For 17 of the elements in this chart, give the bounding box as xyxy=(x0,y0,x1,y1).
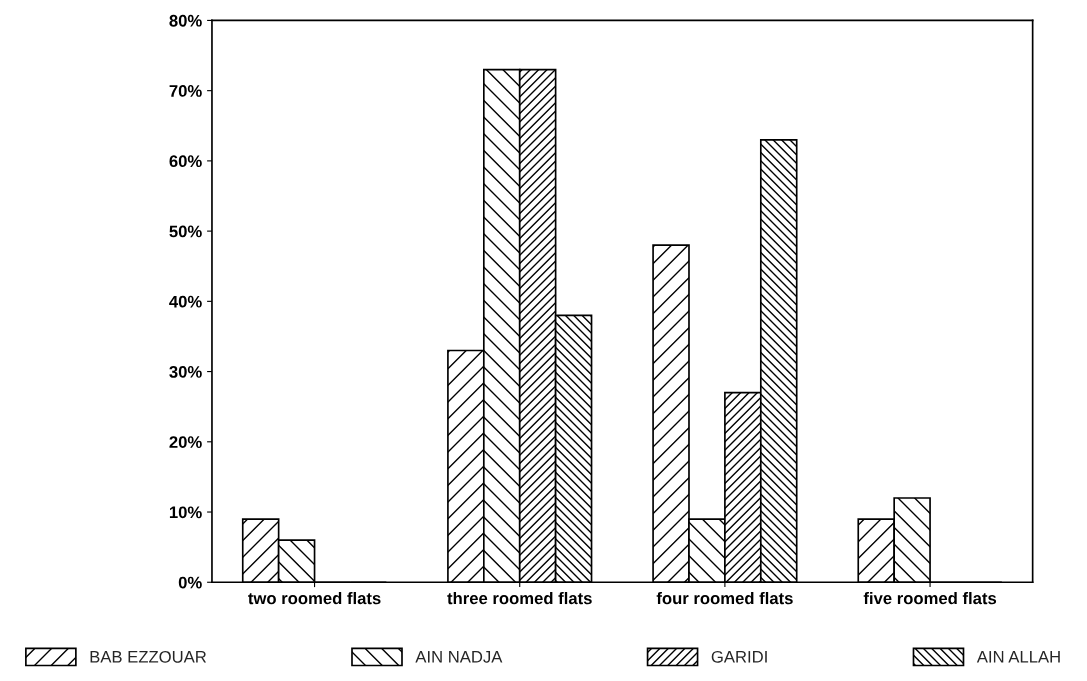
legend-label: BAB EZZOUAR xyxy=(90,650,207,663)
x-tick-label: five roomed flats xyxy=(863,591,997,605)
y-tick-label: 70% xyxy=(169,85,202,97)
y-tick-label: 10% xyxy=(169,506,202,519)
y-tick-label: 30% xyxy=(169,365,202,378)
y-tick-label: 0% xyxy=(178,576,202,589)
y-tick-label: 60% xyxy=(169,155,202,168)
legend-label: AIN ALLAH xyxy=(976,651,1060,663)
legend-label: GARIDI xyxy=(711,650,767,663)
y-tick-label: 20% xyxy=(169,436,202,448)
y-tick-label: 40% xyxy=(169,295,202,308)
legend-label: AIN NADJA xyxy=(415,651,503,663)
x-tick-label: three roomed flats xyxy=(447,591,592,605)
x-tick-label: two roomed flats xyxy=(248,591,381,605)
y-tick-label: 80% xyxy=(169,14,202,27)
x-tick-label: four roomed flats xyxy=(656,591,793,605)
y-tick-label: 50% xyxy=(169,225,202,238)
